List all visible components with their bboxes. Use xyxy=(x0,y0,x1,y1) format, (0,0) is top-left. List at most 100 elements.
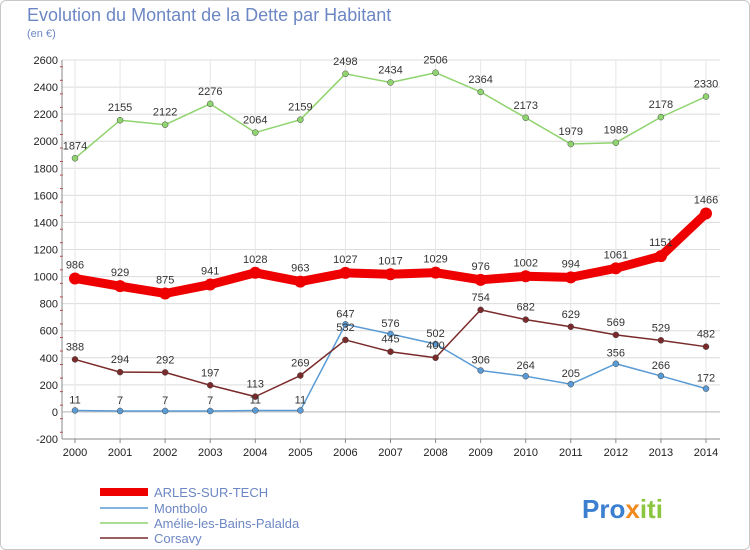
data-point xyxy=(522,316,529,323)
data-point xyxy=(522,372,529,380)
y-tick-label: 0 xyxy=(52,407,58,419)
data-point xyxy=(387,330,394,338)
data-point xyxy=(432,69,439,76)
data-label: 294 xyxy=(111,354,129,366)
data-point xyxy=(116,407,124,415)
data-point xyxy=(384,268,397,281)
y-tick-label: 600 xyxy=(40,326,58,338)
data-label: 875 xyxy=(156,274,174,286)
x-tick-label: 2005 xyxy=(288,447,312,459)
data-point xyxy=(71,155,79,162)
y-tick-label: 1600 xyxy=(34,190,58,202)
data-label: 2064 xyxy=(243,115,267,127)
data-point xyxy=(477,367,484,374)
data-point xyxy=(432,340,439,348)
y-tick-label: 1000 xyxy=(34,272,58,284)
data-label: 197 xyxy=(201,367,219,379)
logo-part-3: iti xyxy=(640,494,663,524)
logo-part-2: x xyxy=(625,494,640,524)
y-tick-label: -200 xyxy=(36,434,58,446)
data-point xyxy=(567,140,575,148)
data-label: 2178 xyxy=(649,99,673,111)
data-label: 754 xyxy=(471,292,489,304)
data-point xyxy=(567,380,575,388)
chart-title: Evolution du Montant de la Dette par Hab… xyxy=(27,5,392,25)
data-point xyxy=(252,407,259,414)
data-label: 11 xyxy=(295,394,306,406)
data-label: 963 xyxy=(291,263,309,275)
data-point xyxy=(429,266,442,279)
data-point xyxy=(700,207,712,220)
y-tick-label: 2600 xyxy=(34,55,58,67)
chart-subtitle: (en €) xyxy=(27,28,56,40)
data-label: 356 xyxy=(607,348,625,360)
axes: -200 0 200 400 600 800 1000 1200 1400 1600 1800 200… xyxy=(34,55,720,459)
y-tick-label: 200 xyxy=(40,380,58,392)
legend-label: Amélie-les-Bains-Palalda xyxy=(154,516,300,531)
data-point xyxy=(702,385,710,392)
x-tick-label: 2000 xyxy=(63,447,87,459)
x-tick-label: 2010 xyxy=(513,447,537,459)
y-tick-label: 1400 xyxy=(34,217,58,229)
y-tick-label: 2000 xyxy=(34,136,58,148)
data-label: 1874 xyxy=(63,140,87,152)
data-point xyxy=(206,382,214,389)
legend: ARLES-SUR-TECHMontboloAmélie-les-Bains-P… xyxy=(100,485,300,546)
x-tick-label: 2009 xyxy=(468,447,492,459)
data-label: 292 xyxy=(156,354,174,366)
data-label: 529 xyxy=(652,322,670,334)
svg-text:Proxiti: Proxiti xyxy=(582,494,663,524)
data-point xyxy=(387,348,394,355)
data-labels: 11 7 7 7 11 11 647 576 502 306 264 205 356 266 172 1874… xyxy=(63,55,718,407)
data-point xyxy=(297,116,304,123)
data-label: 400 xyxy=(426,340,444,352)
data-point xyxy=(702,343,710,350)
x-tick-label: 2003 xyxy=(198,447,222,459)
x-tick-label: 2013 xyxy=(649,447,673,459)
data-point xyxy=(432,354,439,362)
data-label: 1979 xyxy=(559,126,583,138)
data-point xyxy=(116,116,124,124)
legend-label: Montbolo xyxy=(154,501,207,516)
proxiti-logo: Proxiti xyxy=(582,494,663,524)
data-label: 7 xyxy=(207,395,213,407)
data-label: 2276 xyxy=(198,86,222,98)
data-label: 682 xyxy=(517,302,535,314)
data-label: 1017 xyxy=(378,255,402,267)
data-point xyxy=(657,337,665,344)
x-tick-label: 2008 xyxy=(423,447,447,459)
data-label: 172 xyxy=(697,373,715,385)
data-point xyxy=(71,407,79,414)
data-point xyxy=(252,129,259,136)
data-label: 2330 xyxy=(694,79,718,91)
data-label: 482 xyxy=(697,329,715,341)
data-label: 113 xyxy=(247,379,265,391)
data-label: 976 xyxy=(471,261,489,273)
data-point xyxy=(71,356,79,363)
data-point xyxy=(159,287,172,300)
x-tick-label: 2012 xyxy=(604,447,628,459)
data-label: 2122 xyxy=(153,107,177,119)
data-label: 2434 xyxy=(378,64,402,76)
data-point xyxy=(522,114,529,122)
data-label: 1028 xyxy=(243,254,267,266)
x-tick-label: 2006 xyxy=(333,447,357,459)
x-tick-label: 2002 xyxy=(153,447,177,459)
data-label: 2159 xyxy=(288,102,312,114)
data-label: 576 xyxy=(381,318,399,330)
series-group xyxy=(69,69,712,415)
data-label: 2155 xyxy=(108,102,132,114)
data-label: 2364 xyxy=(468,74,492,86)
data-point xyxy=(477,306,484,314)
data-point xyxy=(609,262,622,275)
data-label: 1151 xyxy=(649,237,673,249)
x-tick-label: 2011 xyxy=(559,447,583,459)
data-point xyxy=(294,275,307,288)
data-label: 502 xyxy=(426,328,444,340)
data-label: 1466 xyxy=(694,194,718,206)
data-label: 2498 xyxy=(333,56,357,68)
data-label: 994 xyxy=(562,258,580,270)
data-label: 647 xyxy=(336,308,354,320)
data-label: 7 xyxy=(162,395,168,407)
data-label: 7 xyxy=(117,395,123,407)
